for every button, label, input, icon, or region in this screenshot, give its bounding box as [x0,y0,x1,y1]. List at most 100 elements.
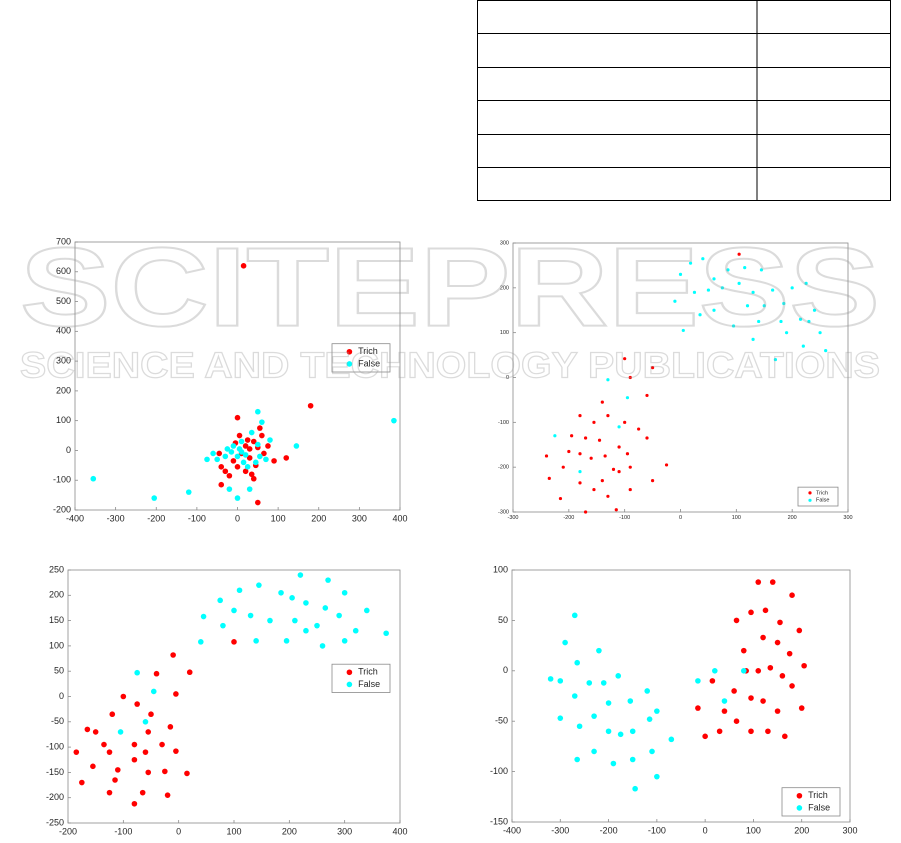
point [748,695,754,701]
point [606,414,610,418]
point [238,449,245,455]
point [383,630,389,637]
point [210,450,216,457]
point [256,582,262,588]
point [650,479,655,483]
point [606,494,610,498]
point [79,779,85,786]
point [583,510,588,514]
point [267,437,273,443]
point [142,719,149,725]
point [716,728,723,735]
point [628,375,632,380]
x-tick-label: -100 [188,513,206,523]
point [341,589,348,596]
point [292,617,298,624]
point [139,789,146,796]
point [597,438,602,442]
point [600,479,604,483]
y-tick-label: 50 [54,666,64,676]
point [240,459,247,466]
point [234,495,241,501]
point [769,579,776,585]
point [578,414,582,418]
point [148,711,154,718]
point [145,769,152,776]
point [592,487,596,492]
point [614,508,618,512]
point [562,639,568,646]
x-tick-label: 100 [271,513,286,523]
point [242,468,249,475]
legend-label: False [358,358,380,368]
point [779,673,786,679]
point [610,760,617,767]
y-tick-label: 600 [56,266,71,276]
point [782,733,788,740]
point [341,638,348,644]
watermark-title: SCITEPRESS [20,225,880,350]
point [131,800,138,807]
watermark-subtitle: SCIENCE AND TECHNOLOGY PUBLICATIONS [20,345,880,386]
point [131,756,138,763]
point [771,288,775,292]
y-tick-label: -150 [46,767,64,777]
point [654,773,660,780]
point [234,464,241,470]
point [255,441,261,448]
y-tick-label: 100 [500,330,509,336]
x-tick-label: 300 [842,825,857,835]
point [255,408,261,415]
point [248,471,255,478]
legend-box [797,486,839,507]
point [737,281,741,285]
y-tick-label: 400 [56,326,71,336]
point [222,468,229,475]
x-tick-label: -200 [147,513,165,523]
point [702,733,708,740]
point [184,770,190,777]
point [242,452,249,458]
point [73,749,80,755]
point [623,357,627,361]
point [244,437,251,443]
point [247,612,254,619]
point [615,673,622,679]
point [628,465,632,469]
point [259,432,265,439]
x-tick-label: -200 [59,826,77,836]
point [678,272,683,276]
point [544,454,549,458]
point [629,756,636,763]
y-tick-label: -150 [490,816,508,826]
point [774,639,781,646]
point [307,402,314,409]
point [751,337,755,341]
y-tick-label: 300 [56,355,71,365]
point [668,736,675,743]
point [553,434,557,438]
point [198,639,204,645]
point [623,420,627,424]
point [681,328,685,333]
point [751,290,755,294]
charts: -400 -300 -200 -100 0 100 200 300 400 -200 -100 0 10… [46,236,858,836]
point [112,777,118,783]
point [218,481,225,488]
point [325,577,331,583]
point [748,728,754,735]
point [592,420,596,424]
x-tick-label: -300 [107,513,125,523]
x-tick-label: -400 [66,513,84,523]
point [567,449,571,454]
point [319,643,326,649]
point [224,446,231,452]
x-tick-label: 200 [788,515,797,521]
point [246,455,253,461]
point [650,366,655,370]
point [173,748,179,754]
y-tick-label: -250 [46,817,64,827]
x-tick-label: -200 [600,825,618,835]
legend-label: False [358,679,380,689]
point [578,452,582,456]
